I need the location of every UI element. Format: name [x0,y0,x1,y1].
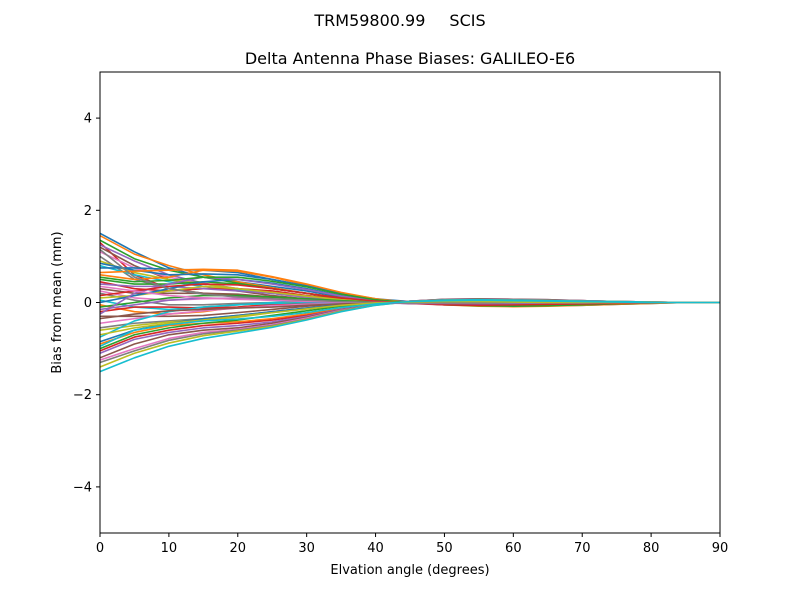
x-tick-label: 30 [298,541,315,556]
x-tick-label: 80 [643,541,660,556]
y-tick-label: 0 [84,296,92,311]
x-axis-label: Elvation angle (degrees) [330,563,489,578]
x-tick-label: 70 [574,541,591,556]
y-tick-label: 2 [84,204,92,219]
x-tick-label: 60 [505,541,522,556]
x-tick-label: 40 [367,541,384,556]
series-line [100,299,720,348]
x-axis: 0 10 20 30 40 50 60 70 80 90 [96,533,728,556]
x-tick-label: 90 [712,541,729,556]
x-tick-label: 50 [436,541,453,556]
x-tick-label: 20 [230,541,247,556]
x-tick-label: 10 [161,541,178,556]
y-axis: −4 −2 0 2 4 [73,112,100,495]
y-tick-label: 4 [84,112,92,127]
y-axis-label: Bias from mean (mm) [50,231,65,373]
chart-title: Delta Antenna Phase Biases: GALILEO-E6 [245,49,575,68]
series-layer [100,232,720,373]
x-tick-label: 0 [96,541,104,556]
y-tick-label: −2 [73,388,92,403]
suptitle-antenna: TRM59800.99 [313,11,425,30]
y-tick-label: −4 [73,480,92,495]
suptitle-radome: SCIS [449,11,485,30]
figure-suptitle: TRM59800.99 SCIS [313,11,485,30]
